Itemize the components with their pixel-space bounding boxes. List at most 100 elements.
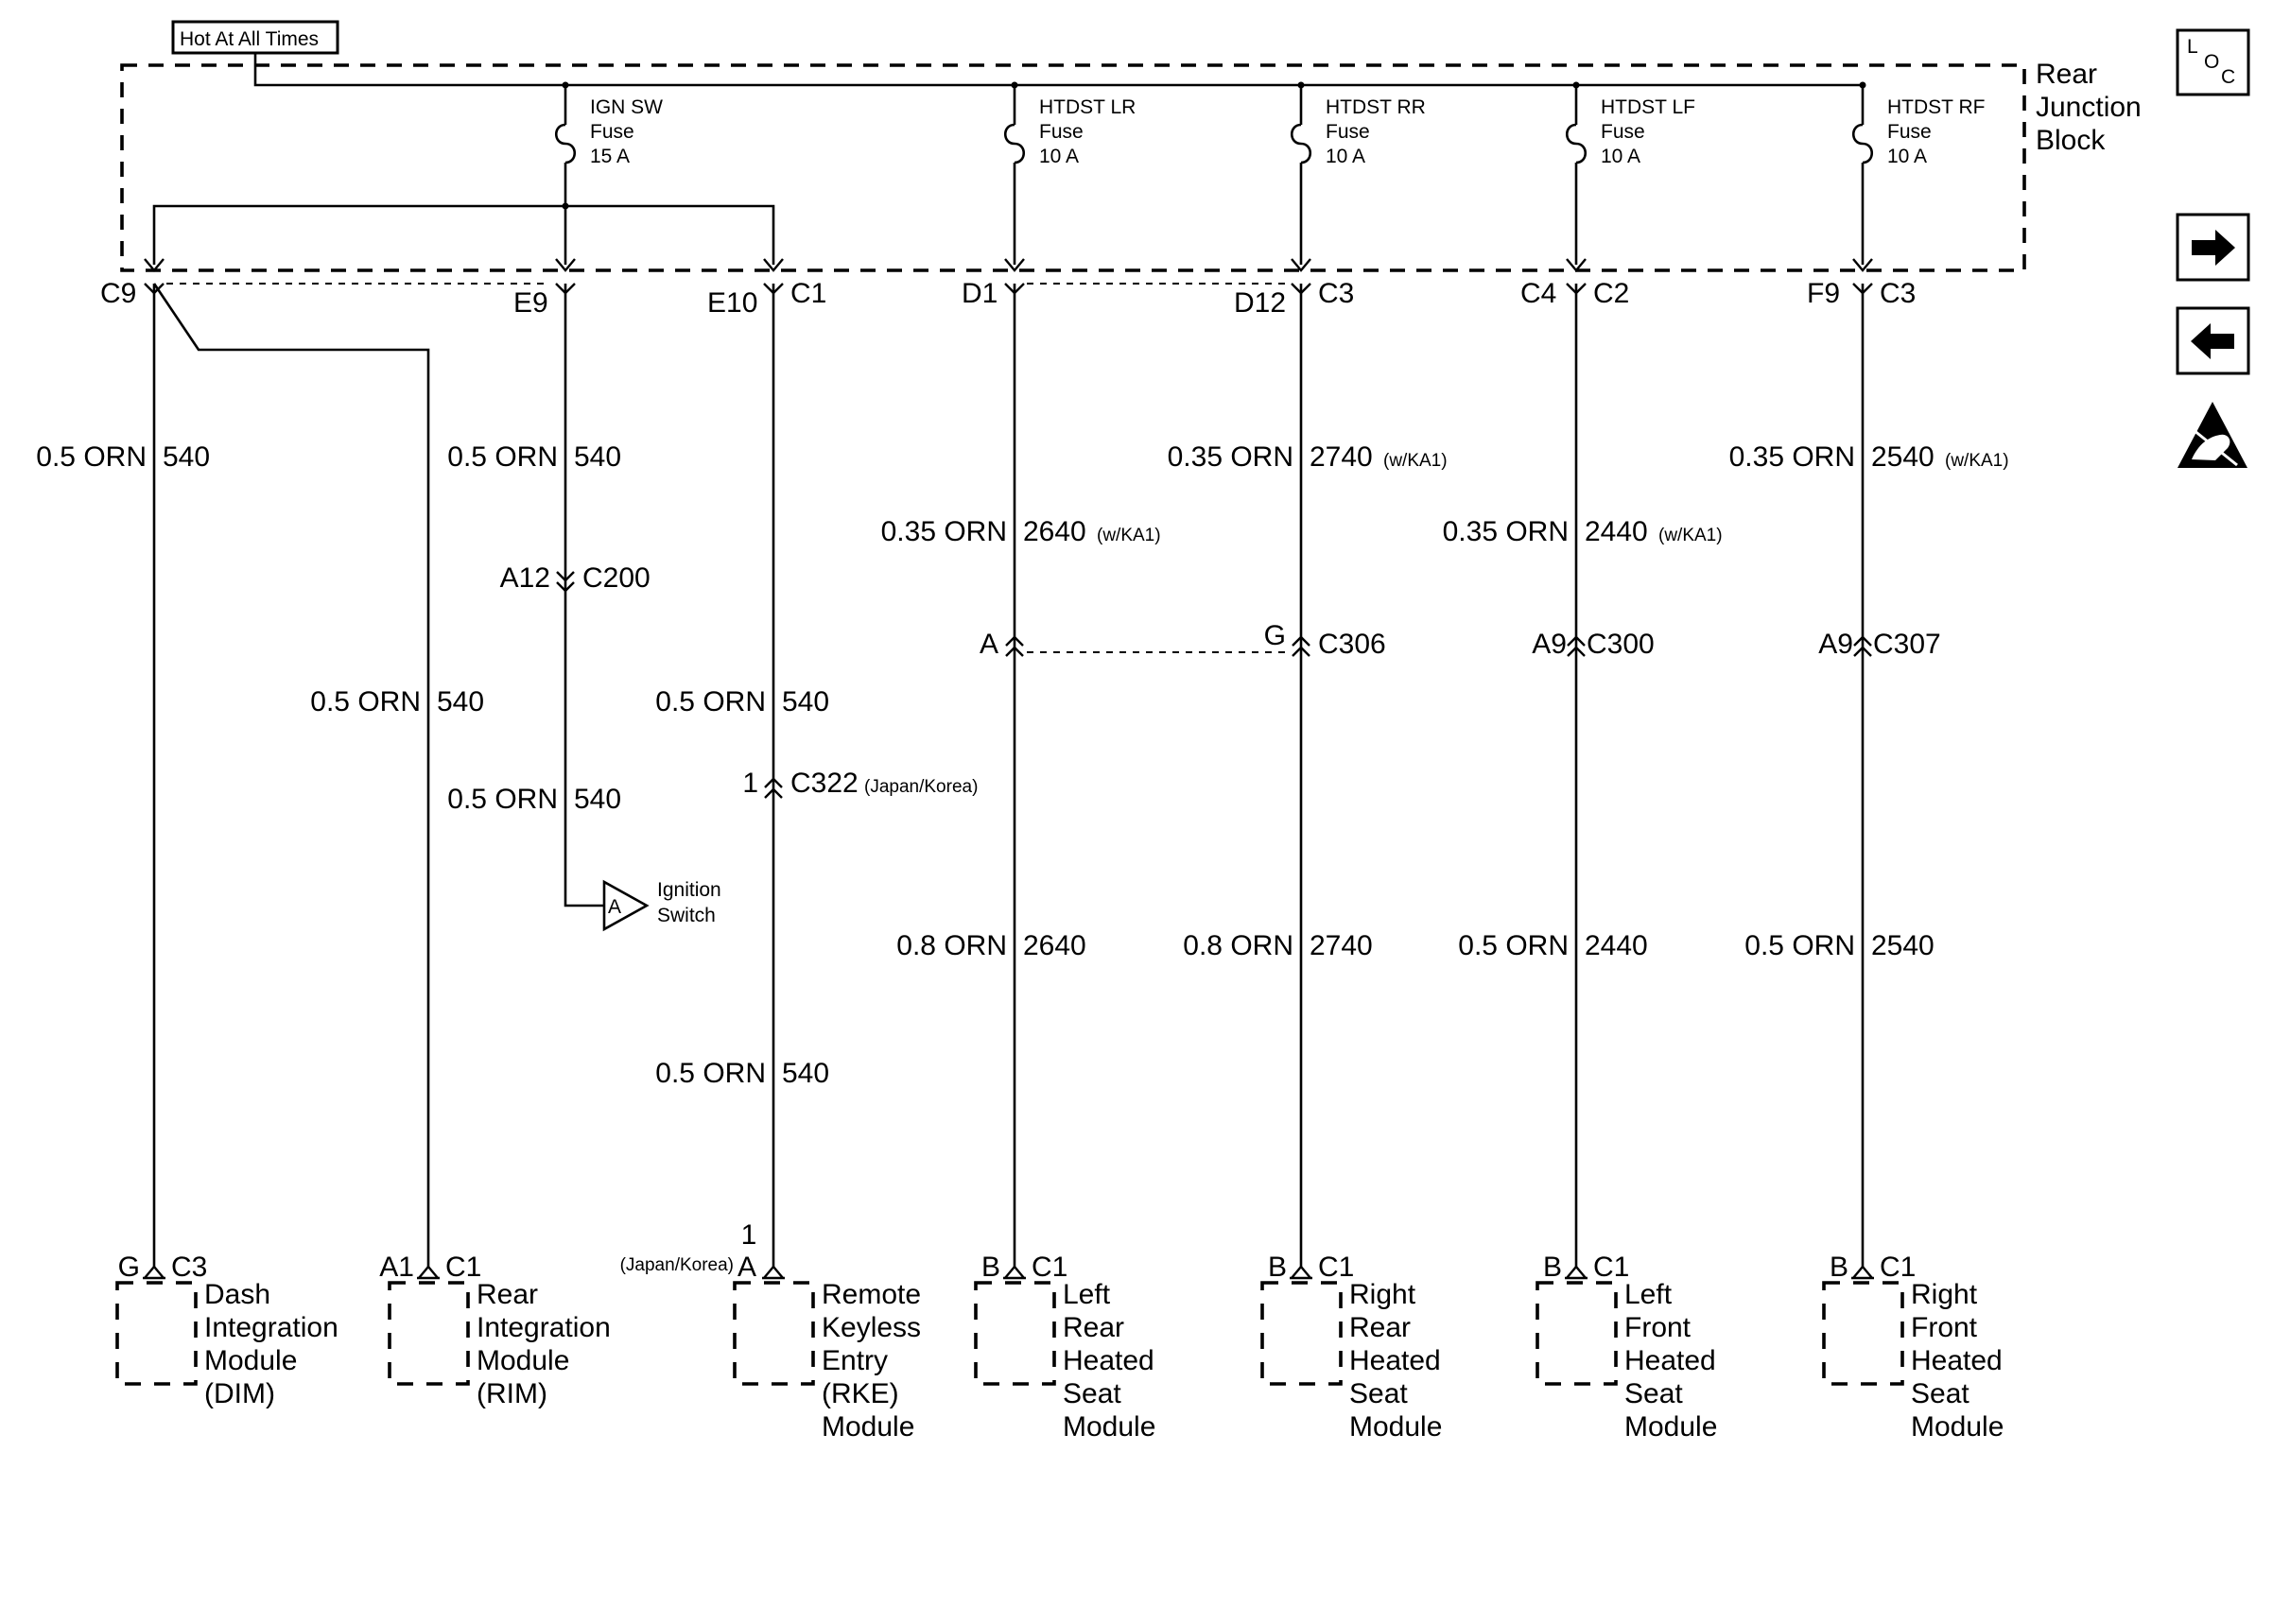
svg-text:A9: A9: [1532, 629, 1567, 660]
svg-text:B: B: [981, 1252, 1000, 1283]
wire-label-2740-upper: 0.35 ORN 2740 (w/KA1): [1168, 441, 1448, 473]
svg-text:Heated: Heated: [1624, 1345, 1716, 1376]
svg-text:Module: Module: [822, 1411, 914, 1443]
svg-text:Seat: Seat: [1624, 1378, 1683, 1409]
block-terminal-f9: F9 C3: [1807, 258, 1916, 309]
svg-text:Front: Front: [1911, 1312, 1978, 1343]
inline-connector-c300: A9 C300: [1532, 629, 1654, 660]
svg-text:C1: C1: [790, 278, 826, 309]
svg-text:Module: Module: [1349, 1411, 1442, 1443]
rear-junction-block-outline: [120, 63, 2026, 272]
inline-connector-c307: A9 C307: [1818, 629, 1940, 660]
svg-text:D1: D1: [962, 278, 998, 309]
svg-text:B: B: [1830, 1252, 1848, 1283]
svg-text:0.5 ORN: 0.5 ORN: [655, 686, 766, 717]
loc-button[interactable]: L O C: [2176, 28, 2250, 96]
svg-text:HTDST LR: HTDST LR: [1039, 96, 1136, 118]
svg-text:Fuse: Fuse: [590, 121, 634, 143]
svg-text:Dash: Dash: [204, 1279, 270, 1310]
svg-text:Module: Module: [1063, 1411, 1155, 1443]
wire-label-rke-lower: 0.5 ORN 540: [655, 1058, 829, 1089]
svg-text:10 A: 10 A: [1601, 146, 1640, 167]
svg-text:Module: Module: [1624, 1411, 1717, 1443]
svg-text:Entry: Entry: [822, 1345, 888, 1376]
svg-text:540: 540: [574, 784, 621, 815]
wire-label-rim: 0.5 ORN 540: [310, 686, 484, 717]
module-connector-rr-seat: B C1: [1268, 1252, 1354, 1283]
svg-text:A: A: [608, 896, 621, 918]
svg-text:Fuse: Fuse: [1601, 121, 1645, 143]
svg-text:Fuse: Fuse: [1326, 121, 1370, 143]
svg-text:C1: C1: [1593, 1252, 1629, 1283]
svg-text:HTDST RF: HTDST RF: [1887, 96, 1985, 118]
wire-label-2640-upper: 0.35 ORN 2640 (w/KA1): [881, 516, 1161, 547]
svg-text:HTDST LF: HTDST LF: [1601, 96, 1695, 118]
svg-text:0.35 ORN: 0.35 ORN: [1168, 441, 1293, 473]
inline-connector-c306: G C306: [1264, 620, 1386, 660]
svg-text:Module: Module: [1911, 1411, 2004, 1443]
svg-text:2640: 2640: [1023, 930, 1086, 961]
svg-text:C200: C200: [582, 562, 651, 594]
svg-text:A9: A9: [1818, 629, 1853, 660]
svg-text:1: 1: [742, 768, 758, 799]
module-connector-lf-seat: B C1: [1543, 1252, 1629, 1283]
svg-text:C1: C1: [1032, 1252, 1067, 1283]
fuse-htdst-rr: HTDST RR Fuse 10 A: [1290, 81, 1426, 265]
svg-text:Rear: Rear: [1063, 1312, 1124, 1343]
next-page-button[interactable]: [2176, 213, 2250, 282]
ignition-switch-reference: A Ignition Switch: [602, 879, 721, 932]
svg-text:G: G: [118, 1252, 140, 1283]
svg-text:(Japan/Korea): (Japan/Korea): [864, 777, 978, 797]
wire-label-2540-lower: 0.5 ORN 2540: [1744, 930, 1934, 961]
module-connector-lr-seat: B C1: [981, 1252, 1067, 1283]
inline-connector-c306-left: A: [980, 629, 1024, 660]
svg-text:A1: A1: [379, 1252, 414, 1283]
module-connector-rke: A 1 (Japan/Korea): [620, 1219, 785, 1283]
fuse-htdst-rf: HTDST RF Fuse 10 A: [1851, 81, 1985, 265]
svg-text:C2: C2: [1593, 278, 1629, 309]
block-terminal-d12: D12 C3: [1234, 258, 1354, 319]
svg-text:B: B: [1268, 1252, 1287, 1283]
svg-text:A: A: [980, 629, 998, 660]
svg-text:Ignition: Ignition: [657, 879, 721, 901]
svg-text:540: 540: [437, 686, 484, 717]
svg-text:(w/KA1): (w/KA1): [1383, 451, 1448, 471]
svg-text:Heated: Heated: [1911, 1345, 2003, 1376]
svg-text:Remote: Remote: [822, 1279, 921, 1310]
svg-text:(RIM): (RIM): [477, 1378, 547, 1409]
svg-text:10 A: 10 A: [1039, 146, 1079, 167]
svg-text:2540: 2540: [1871, 930, 1935, 961]
svg-text:Keyless: Keyless: [822, 1312, 921, 1343]
wire-label-2440-upper: 0.35 ORN 2440 (w/KA1): [1443, 516, 1723, 547]
battery-bus: [253, 53, 1863, 87]
svg-text:0.35 ORN: 0.35 ORN: [1729, 441, 1855, 473]
svg-text:2440: 2440: [1585, 516, 1648, 547]
block-label-line-2: Junction: [2036, 92, 2142, 123]
svg-text:0.5 ORN: 0.5 ORN: [447, 784, 558, 815]
wire-label-e9-lower: 0.5 ORN 540: [447, 784, 621, 815]
svg-text:2440: 2440: [1585, 930, 1648, 961]
svg-text:IGN SW: IGN SW: [590, 96, 663, 118]
previous-arrow-icon: [2191, 323, 2234, 359]
svg-text:540: 540: [782, 1058, 829, 1089]
module-lf-seat: Left Front Heated Seat Module: [1536, 1279, 1717, 1443]
svg-text:0.35 ORN: 0.35 ORN: [881, 516, 1007, 547]
inline-connector-c322: 1 C322 (Japan/Korea): [742, 768, 978, 799]
svg-text:Seat: Seat: [1911, 1378, 1969, 1409]
svg-text:540: 540: [782, 686, 829, 717]
svg-text:C307: C307: [1873, 629, 1941, 660]
loc-icon-l: L: [2187, 36, 2198, 58]
block-terminal-d1: D1: [962, 258, 1025, 309]
module-rke: Remote Keyless Entry (RKE) Module: [733, 1279, 921, 1443]
svg-text:Seat: Seat: [1349, 1378, 1408, 1409]
svg-text:10 A: 10 A: [1887, 146, 1927, 167]
previous-page-button[interactable]: [2176, 306, 2250, 375]
wire-label-dim: 0.5 ORN 540: [36, 441, 210, 473]
fuse-htdst-lf: HTDST LF Fuse 10 A: [1565, 81, 1695, 265]
module-rr-seat: Right Rear Heated Seat Module: [1260, 1279, 1442, 1443]
module-connector-rim: A1 C1: [379, 1252, 481, 1283]
svg-text:D12: D12: [1234, 287, 1286, 319]
loc-icon-c: C: [2221, 66, 2235, 88]
svg-text:0.8 ORN: 0.8 ORN: [896, 930, 1007, 961]
module-connector-rf-seat: B C1: [1830, 1252, 1916, 1283]
